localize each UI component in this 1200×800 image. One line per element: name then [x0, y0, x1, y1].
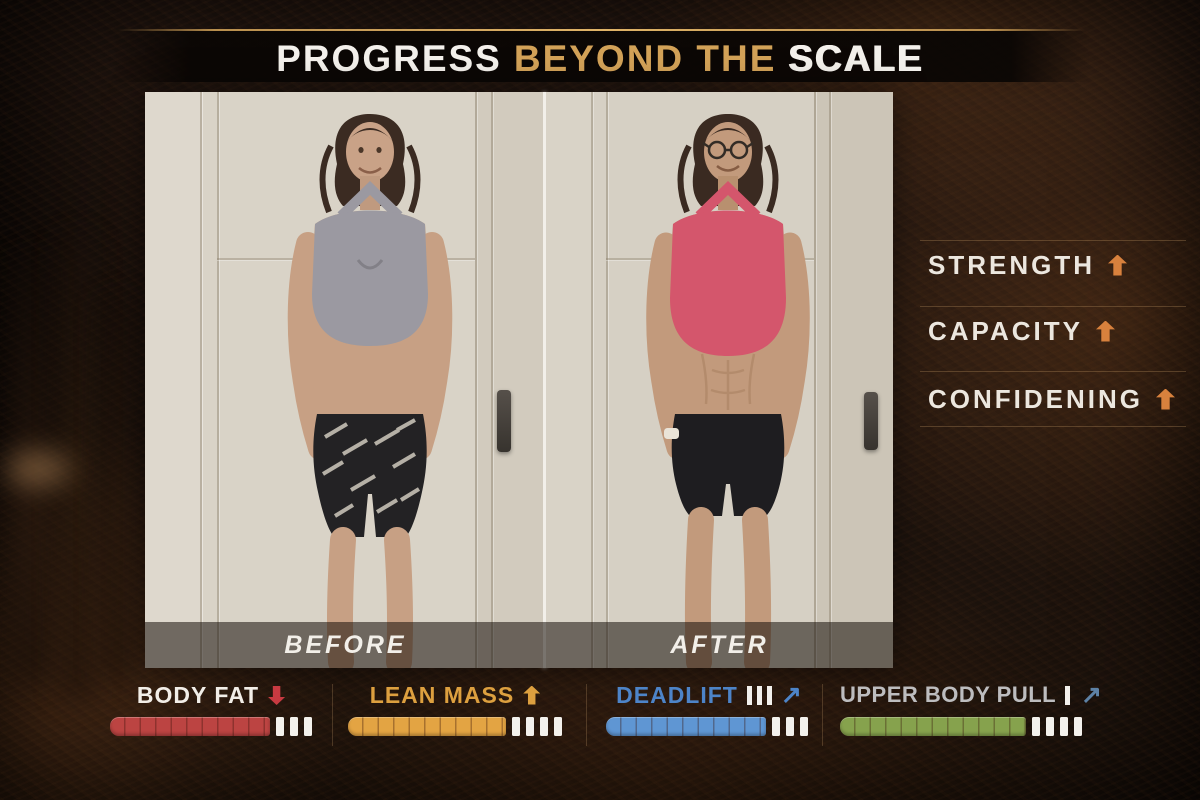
metric-label-row: LEAN MASS: [348, 682, 562, 708]
metric-upper-body-pull: UPPER BODY PULL: [840, 682, 1098, 736]
triple-bars-icon: [1065, 685, 1072, 705]
before-photo: [145, 92, 543, 668]
tick-mark: [800, 717, 808, 736]
up-arrow-icon: [523, 685, 541, 705]
tick-mark: [512, 717, 520, 736]
door-groove: [217, 92, 219, 668]
benefit-confidening: CONFIDENING: [928, 384, 1175, 414]
door-groove: [591, 92, 593, 668]
tick-mark: [1046, 717, 1054, 736]
patterned-shorts: [313, 414, 427, 537]
metric-deadlift: DEADLIFT: [606, 682, 808, 736]
glasses: [702, 140, 754, 160]
person-figure: [646, 114, 810, 668]
tick-mark: [772, 717, 780, 736]
watch: [664, 428, 679, 439]
body-fat-bar: [110, 717, 270, 736]
door-groove: [829, 92, 831, 668]
after-label: AFTER: [670, 630, 769, 659]
caption-band: BEFORE AFTER: [145, 622, 893, 668]
metric-bar-row: [110, 717, 312, 736]
upper-body-pull-bar: [840, 717, 1026, 736]
background-blur-shape: [14, 260, 48, 680]
title-prefix: PROGRESS: [276, 38, 502, 79]
metric-bar-row: [606, 717, 808, 736]
benefit-divider: [920, 426, 1186, 427]
benefit-divider: [920, 240, 1186, 241]
sports-bra: [312, 210, 428, 346]
benefit-label: CONFIDENING: [928, 383, 1143, 414]
triple-bars-icon: [746, 685, 772, 705]
door-groove: [200, 92, 202, 668]
tick-mark: [1032, 717, 1040, 736]
before-person-illustration: [287, 114, 453, 668]
page-title: PROGRESS BEYOND THE SCALE: [0, 38, 1200, 80]
abs-definition: [700, 353, 756, 410]
door-groove: [475, 92, 477, 668]
head: [346, 122, 394, 182]
metric-lean-mass: LEAN MASS: [348, 682, 562, 736]
metric-label: LEAN MASS: [369, 681, 515, 708]
tick-mark: [290, 717, 298, 736]
shorts-pattern: [321, 418, 421, 518]
tick-mark: [1074, 717, 1082, 736]
up-right-arrow-icon: [1081, 686, 1098, 705]
banner-gold-line: [118, 29, 1084, 31]
up-arrow-icon: [1095, 320, 1115, 342]
door-handle: [864, 392, 878, 450]
door-groove: [606, 92, 608, 668]
benefit-divider: [920, 371, 1186, 372]
title-middle: BEYOND THE: [513, 38, 777, 79]
metric-divider: [822, 684, 823, 746]
metric-label-row: UPPER BODY PULL: [840, 682, 1098, 708]
benefit-label: STRENGTH: [928, 249, 1095, 280]
metric-label: UPPER BODY PULL: [840, 682, 1057, 707]
sports-bra: [670, 210, 786, 356]
down-arrow-icon: [268, 686, 285, 705]
tick-mark: [276, 717, 284, 736]
metric-divider: [586, 684, 587, 746]
metric-label: DEADLIFT: [616, 681, 738, 708]
benefit-label: CAPACITY: [928, 315, 1083, 346]
metric-label-row: DEADLIFT: [606, 682, 808, 708]
tick-mark: [304, 717, 312, 736]
benefit-capacity: CAPACITY: [928, 316, 1115, 346]
head: [704, 122, 752, 182]
lean-mass-bar: [348, 717, 506, 736]
tick-mark: [526, 717, 534, 736]
benefit-divider: [920, 306, 1186, 307]
person-figure: [287, 114, 453, 668]
up-arrow-icon: [1108, 254, 1127, 276]
after-person-illustration: [646, 114, 810, 668]
tick-mark: [1060, 717, 1068, 736]
tick-mark: [540, 717, 548, 736]
metric-label-row: BODY FAT: [110, 682, 312, 708]
metric-body-fat: BODY FAT: [110, 682, 312, 736]
tick-mark: [554, 717, 562, 736]
benefit-strength: STRENGTH: [928, 250, 1127, 280]
background-blur-shape: [62, 240, 92, 700]
door-handle: [497, 390, 511, 452]
after-photo: [546, 92, 893, 668]
before-label: BEFORE: [284, 630, 407, 659]
deadlift-bar: [606, 717, 766, 736]
metric-divider: [332, 684, 333, 746]
background-blur-shape: [6, 452, 70, 486]
up-right-arrow-icon: [781, 686, 798, 705]
door-groove: [814, 92, 816, 668]
photo-divider: [543, 92, 546, 668]
metric-bar-row: [348, 717, 562, 736]
up-arrow-icon: [1156, 388, 1175, 410]
title-suffix: SCALE: [788, 38, 924, 79]
title-banner: [112, 31, 1090, 82]
background-blur-shape: [104, 300, 130, 680]
tick-mark: [786, 717, 794, 736]
before-after-photos: BEFORE AFTER: [145, 92, 893, 668]
door-groove: [491, 92, 493, 668]
metric-bar-row: [840, 717, 1098, 736]
metric-label: BODY FAT: [136, 681, 260, 708]
black-shorts: [671, 414, 785, 516]
